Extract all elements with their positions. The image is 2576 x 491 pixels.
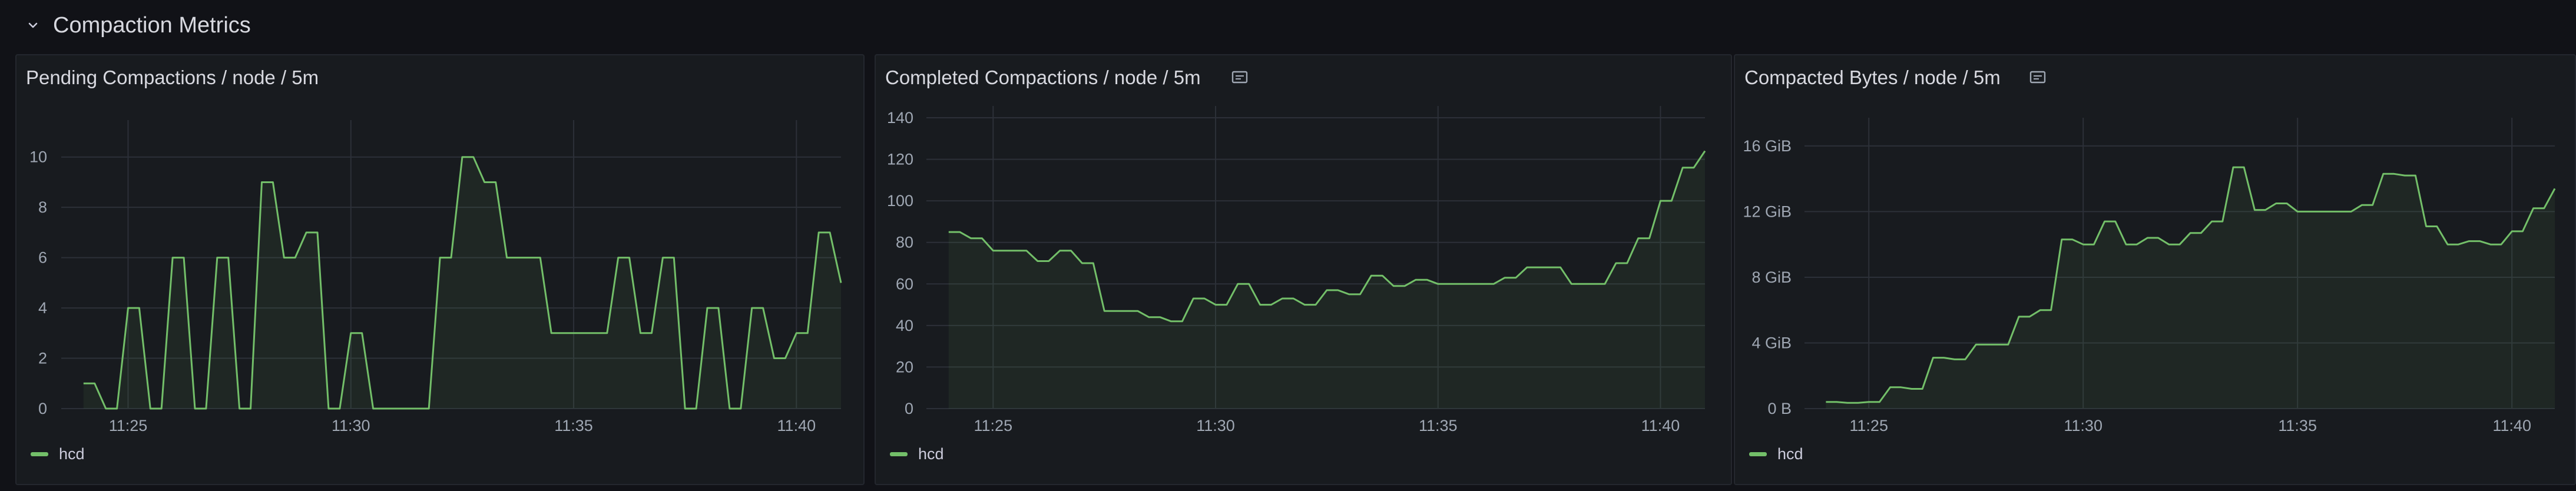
- y-tick-label: 2: [38, 350, 47, 367]
- pending-compactions-chart[interactable]: 0 2 4 6 8 10 11:25 11:30 11:35 11:40: [16, 55, 866, 486]
- y-tick-label: 20: [896, 358, 913, 376]
- legend-item[interactable]: hcd: [1749, 445, 1803, 463]
- y-tick-label: 140: [887, 109, 913, 127]
- y-tick-label: 0: [905, 400, 913, 417]
- legend-label: hcd: [1777, 445, 1803, 463]
- panel-compacted-bytes: Compacted Bytes / node / 5m 0 B 4 GiB 8 Gi…: [1734, 54, 2576, 485]
- compacted-bytes-chart[interactable]: 0 B 4 GiB 8 GiB 12 GiB 16 GiB 11:25 11:30 11:35…: [1735, 55, 2576, 486]
- y-tick-label: 100: [887, 192, 913, 210]
- x-tick-label: 11:40: [2492, 417, 2531, 434]
- completed-compactions-chart[interactable]: 0 20 40 60 80 100 120 140 11:25 11:30 11:35 11:40: [876, 55, 1733, 486]
- series-area: [1826, 167, 2555, 409]
- y-tick-label: 8: [38, 198, 47, 216]
- x-tick-label: 11:30: [2064, 417, 2102, 434]
- y-tick-label: 60: [896, 275, 913, 293]
- panel-title[interactable]: Compacted Bytes / node / 5m: [1744, 67, 2001, 88]
- legend-label: hcd: [59, 445, 85, 463]
- panel-title[interactable]: Completed Compactions / node / 5m: [885, 67, 1201, 88]
- y-tick-label: 0: [38, 400, 47, 417]
- panel-title[interactable]: Pending Compactions / node / 5m: [26, 67, 319, 88]
- x-tick-label: 11:35: [1419, 417, 1458, 434]
- panel-pending-compactions: Pending Compactions / node / 5m 0 2 4 6 8 10 1…: [15, 54, 865, 485]
- y-tick-label: 4 GiB: [1751, 334, 1792, 351]
- y-tick-label: 8 GiB: [1751, 268, 1792, 286]
- y-tick-label: 12 GiB: [1743, 203, 1792, 220]
- series-area: [948, 151, 1705, 409]
- y-tick-label: 40: [896, 317, 913, 334]
- x-tick-label: 11:25: [109, 417, 148, 434]
- legend-item[interactable]: hcd: [890, 445, 944, 463]
- x-tick-label: 11:25: [1849, 417, 1888, 434]
- y-tick-label: 0 B: [1767, 400, 1792, 417]
- x-tick-label: 11:30: [332, 417, 370, 434]
- series-line-hcd[interactable]: [948, 150, 1706, 323]
- x-tick-label: 11:35: [554, 417, 593, 434]
- x-tick-label: 11:25: [974, 417, 1013, 434]
- row-title[interactable]: Compaction Metrics: [53, 13, 251, 38]
- legend-swatch: [890, 452, 908, 456]
- y-tick-label: 10: [29, 148, 47, 166]
- legend-label: hcd: [918, 445, 944, 463]
- row-header: Compaction Metrics: [0, 0, 2576, 51]
- series-line-hcd[interactable]: [1826, 166, 2556, 404]
- info-icon[interactable]: [1231, 69, 1249, 86]
- series-area: [83, 157, 841, 409]
- legend-swatch: [31, 452, 48, 456]
- panel-completed-compactions: Completed Compactions / node / 5m 0 20 40 6…: [875, 54, 1732, 485]
- y-tick-label: 80: [896, 234, 913, 251]
- chevron-down-icon[interactable]: [22, 15, 44, 36]
- x-tick-label: 11:40: [777, 417, 816, 434]
- legend-item[interactable]: hcd: [31, 445, 85, 463]
- series-line-hcd[interactable]: [83, 156, 842, 410]
- y-tick-label: 16 GiB: [1743, 137, 1792, 155]
- x-tick-label: 11:30: [1196, 417, 1235, 434]
- y-tick-label: 4: [38, 299, 47, 317]
- x-tick-label: 11:40: [1641, 417, 1680, 434]
- x-tick-label: 11:35: [2278, 417, 2317, 434]
- info-icon[interactable]: [2029, 69, 2047, 86]
- y-tick-label: 120: [887, 151, 913, 168]
- y-tick-label: 6: [38, 249, 47, 267]
- legend-swatch: [1749, 452, 1767, 456]
